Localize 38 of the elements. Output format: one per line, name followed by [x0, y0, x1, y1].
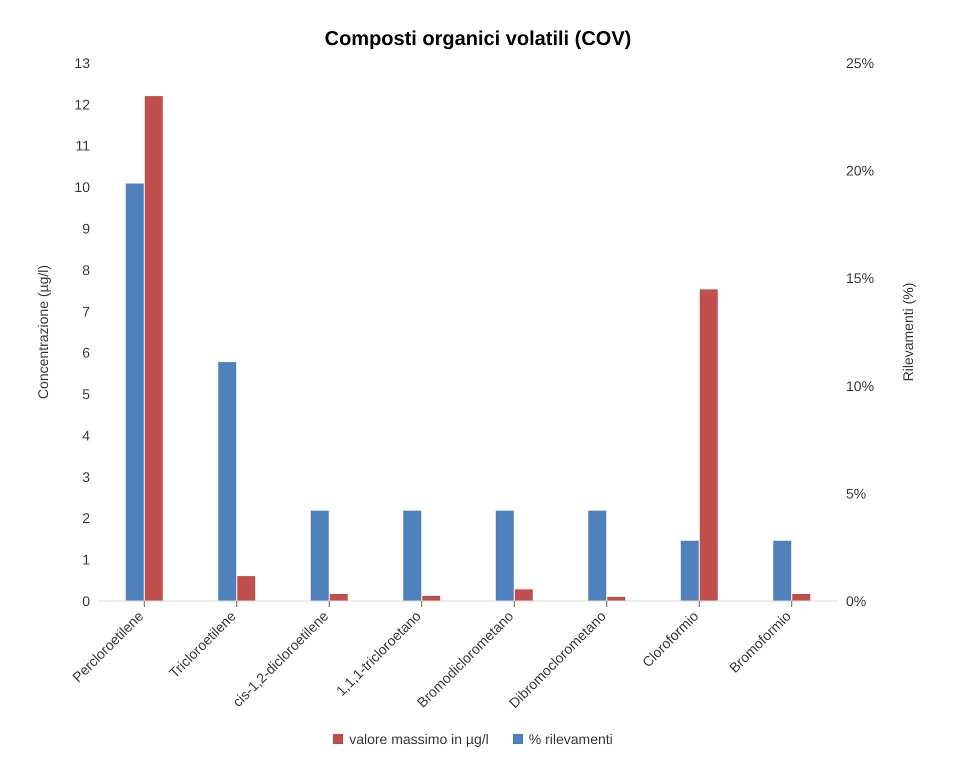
y-tick-label: 1: [82, 552, 90, 568]
bar: [792, 594, 810, 601]
bar: [514, 589, 533, 601]
y2-tick-label: 0%: [846, 592, 866, 609]
y-tick-label: 10: [74, 179, 90, 196]
y-tick-label: 11: [75, 138, 90, 154]
y2-tick-label: 25%: [846, 54, 874, 71]
y-tick-label: 6: [82, 344, 90, 361]
y-tick-label: 0: [82, 592, 90, 609]
bar: [496, 510, 514, 601]
legend-label: % rilevamenti: [528, 731, 613, 747]
bar: [218, 362, 236, 601]
y2-tick-label: 15%: [846, 270, 874, 286]
y2-tick-label: 5%: [846, 485, 866, 502]
bar: [422, 596, 440, 601]
bar: [237, 576, 256, 601]
bar: [700, 289, 718, 601]
legend-label: valore massimo in µg/l: [348, 731, 489, 747]
y-axis-title: Concentrazione (µg/l): [34, 264, 51, 400]
bar: [588, 510, 606, 601]
y-tick-label: 2: [82, 510, 90, 526]
y-tick-label: 12: [74, 96, 90, 112]
y-tick-label: 3: [82, 468, 90, 485]
y2-tick-label: 20%: [846, 162, 874, 179]
bar: [403, 510, 422, 601]
y-tick-label: 13: [74, 54, 90, 71]
bar: [330, 594, 348, 601]
y-tick-label: 5: [82, 386, 90, 402]
y-tick-label: 4: [82, 427, 90, 444]
bar: [680, 540, 699, 601]
y2-tick-label: 10%: [846, 378, 874, 394]
bar: [773, 540, 792, 601]
chart-title: Composti organici volatili (COV): [324, 27, 632, 51]
y-tick-label: 8: [82, 262, 90, 278]
y2-axis-title: Rilevamenti (%): [900, 282, 916, 382]
y-tick-label: 7: [82, 303, 90, 320]
bar: [310, 510, 329, 601]
y-tick-label: 9: [82, 220, 90, 237]
